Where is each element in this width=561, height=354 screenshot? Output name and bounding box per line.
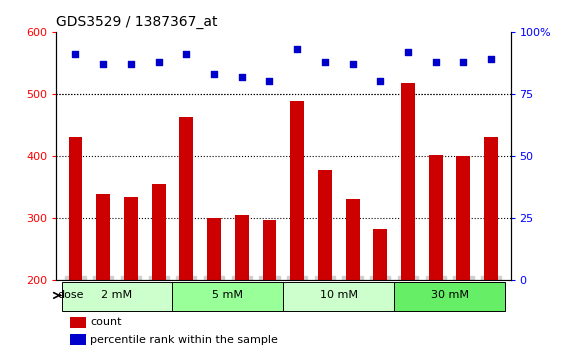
Point	[265, 79, 274, 84]
Text: dose: dose	[57, 290, 84, 301]
Bar	[457, 156, 470, 280]
Point	[320, 59, 329, 64]
Bar	[62, 281, 172, 310]
Point	[126, 61, 135, 67]
Point	[71, 51, 80, 57]
Bar	[151, 184, 165, 280]
Bar	[429, 155, 443, 280]
Point	[403, 49, 412, 55]
Point	[486, 56, 495, 62]
Point	[154, 59, 163, 64]
Bar	[207, 218, 221, 280]
Bar	[70, 317, 86, 328]
Point	[431, 59, 440, 64]
Point	[182, 51, 191, 57]
Text: 10 mM: 10 mM	[320, 290, 358, 301]
Point	[459, 59, 468, 64]
Text: 5 mM: 5 mM	[213, 290, 243, 301]
Text: 30 mM: 30 mM	[430, 290, 468, 301]
Bar	[124, 198, 138, 280]
Bar	[180, 117, 193, 280]
Text: count: count	[90, 317, 122, 327]
Bar	[290, 101, 304, 280]
Point	[348, 61, 357, 67]
Point	[237, 74, 246, 79]
Bar	[484, 137, 498, 280]
Point	[376, 79, 385, 84]
Bar	[401, 83, 415, 280]
Text: 2 mM: 2 mM	[102, 290, 132, 301]
Bar	[394, 281, 505, 310]
Bar	[70, 334, 86, 345]
Point	[99, 61, 108, 67]
Point	[210, 71, 219, 77]
Bar	[172, 281, 283, 310]
Text: percentile rank within the sample: percentile rank within the sample	[90, 335, 278, 345]
Bar	[318, 170, 332, 280]
Bar	[263, 220, 277, 280]
Bar	[346, 199, 360, 280]
Text: GDS3529 / 1387367_at: GDS3529 / 1387367_at	[56, 16, 218, 29]
Bar	[374, 229, 387, 280]
Bar	[283, 281, 394, 310]
Point	[293, 46, 302, 52]
Bar	[96, 194, 110, 280]
Bar	[235, 216, 249, 280]
Bar	[68, 137, 82, 280]
